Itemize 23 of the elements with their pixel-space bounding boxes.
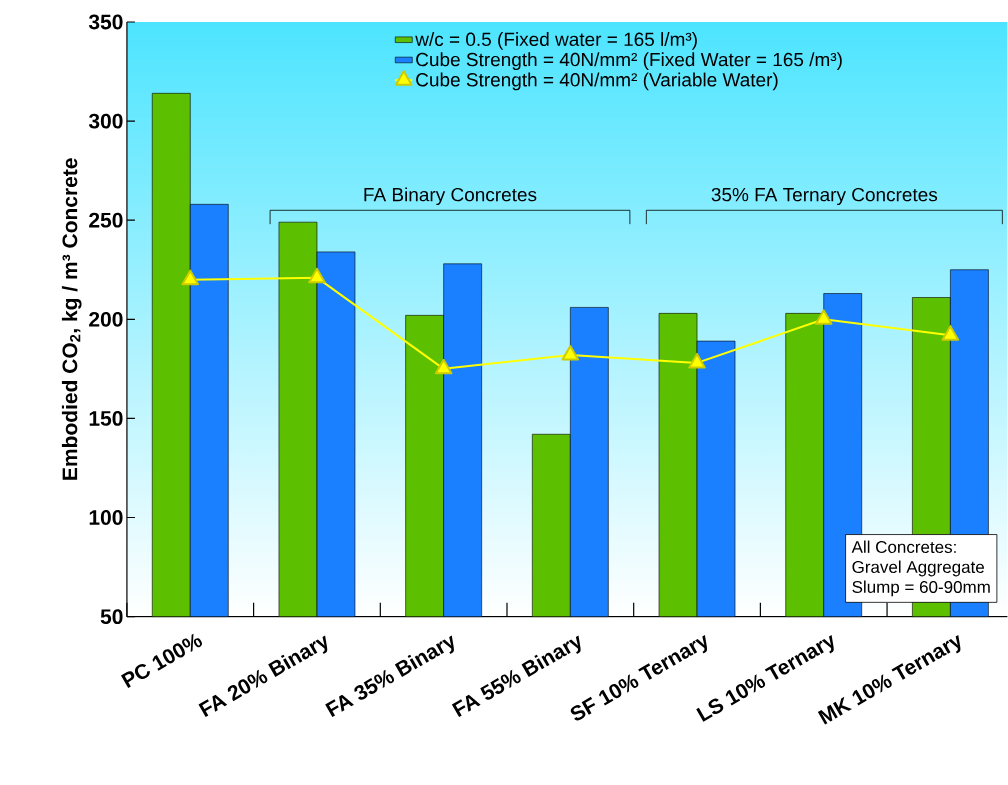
legend-label: Cube Strength = 40N/mm² (Fixed Water = 165 /m³) xyxy=(416,52,842,71)
point xyxy=(561,345,580,361)
y-tick-label: 350 xyxy=(88,14,123,30)
annotation: FA Binary Concretes xyxy=(364,187,537,206)
y-tick-label: 50 xyxy=(100,609,123,625)
legend-label: Cube Strength = 40N/mm² (Variable Water) xyxy=(416,72,778,91)
annotation: Gravel Aggregate xyxy=(852,560,984,577)
y-axis-title: Embodied CO$_{2}$, kg / m³ Concrete xyxy=(61,158,82,480)
annotation: Slump = 60-90mm xyxy=(852,580,990,597)
y-tick-label: 300 xyxy=(88,113,123,129)
y-tick-label: 150 xyxy=(89,411,123,427)
point xyxy=(434,359,453,375)
y-tick-label: 200 xyxy=(89,312,123,327)
y-tick-label: 100 xyxy=(89,510,123,526)
point xyxy=(181,269,200,286)
legend-label: w/c = 0.5 (Fixed water = 165 l/m³) xyxy=(415,32,697,51)
point xyxy=(308,267,326,284)
point xyxy=(814,309,833,326)
annotation: All Concretes: xyxy=(851,540,956,554)
point xyxy=(688,353,706,369)
point xyxy=(941,325,960,341)
annotation: 35% FA Ternary Concretes xyxy=(711,188,938,206)
y-tick-label: 250 xyxy=(89,213,123,228)
